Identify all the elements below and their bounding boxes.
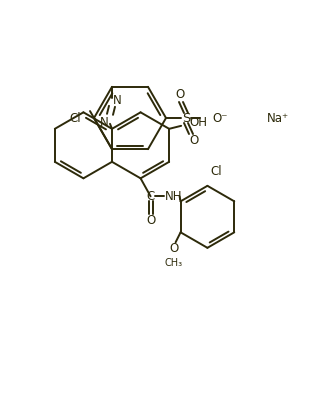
Text: O: O — [169, 242, 178, 255]
Text: O: O — [175, 89, 185, 102]
Text: OH: OH — [189, 116, 207, 129]
Text: C: C — [147, 190, 155, 203]
Text: N: N — [100, 116, 108, 129]
Text: NH: NH — [165, 190, 182, 203]
Text: O⁻: O⁻ — [212, 111, 227, 124]
Text: Cl: Cl — [69, 111, 81, 124]
Text: S: S — [182, 111, 190, 124]
Text: CH₃: CH₃ — [164, 258, 183, 269]
Text: Cl: Cl — [211, 165, 222, 178]
Text: O: O — [190, 134, 199, 147]
Text: O: O — [146, 214, 155, 227]
Text: N: N — [113, 94, 121, 107]
Text: Na⁺: Na⁺ — [267, 111, 289, 124]
